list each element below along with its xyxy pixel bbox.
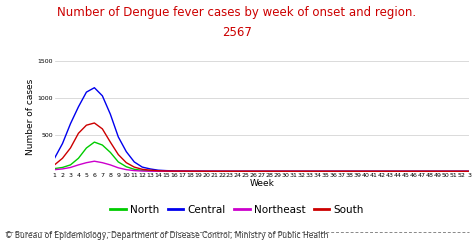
Text: Number of Dengue fever cases by week of onset and region.: Number of Dengue fever cases by week of … [57,6,417,19]
Legend: North, Central, Northeast, South: North, Central, Northeast, South [106,201,368,219]
X-axis label: Week: Week [249,179,274,188]
Y-axis label: Number of cases: Number of cases [26,78,35,155]
Text: © Bureau of Epidemiology, Department of Disease Control, Ministry of Public Heal: © Bureau of Epidemiology, Department of … [5,231,328,240]
Text: 2567: 2567 [222,26,252,39]
